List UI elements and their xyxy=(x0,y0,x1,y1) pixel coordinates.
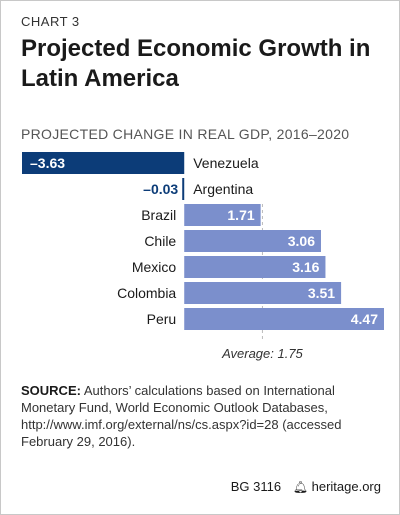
site-name: heritage.org xyxy=(311,479,381,494)
average-label: Average: 1.75 xyxy=(221,346,303,361)
bar-peru xyxy=(184,308,384,330)
publication-code: BG 3116 xyxy=(230,479,282,494)
value-label-venezuela: –3.63 xyxy=(30,155,65,171)
footer: BG 3116 🔔︎ heritage.org xyxy=(231,479,381,494)
source-text: Authors’ calculations based on Internati… xyxy=(21,383,342,449)
value-label-argentina: –0.03 xyxy=(143,181,178,197)
category-label-argentina: Argentina xyxy=(193,181,253,197)
chart-number: CHART 3 xyxy=(21,14,80,29)
bar-brazil xyxy=(184,204,261,226)
bar-chile xyxy=(184,230,321,252)
source-note: SOURCE: Authors’ calculations based on I… xyxy=(21,382,381,450)
source-label: SOURCE: xyxy=(21,383,81,398)
chart-title: Projected Economic Growth in Latin Ameri… xyxy=(21,35,371,92)
category-label-mexico: Mexico xyxy=(132,259,177,275)
category-label-peru: Peru xyxy=(147,311,177,327)
category-label-brazil: Brazil xyxy=(141,207,176,223)
value-label-peru: 4.47 xyxy=(351,311,378,327)
value-label-chile: 3.06 xyxy=(288,233,315,249)
category-label-venezuela: Venezuela xyxy=(193,155,259,171)
bar-venezuela xyxy=(22,152,185,174)
bell-icon: 🔔︎ xyxy=(292,480,308,494)
bar-colombia xyxy=(184,282,342,304)
chart-subtitle: PROJECTED CHANGE IN REAL GDP, 2016–2020 xyxy=(21,126,350,142)
value-label-colombia: 3.51 xyxy=(308,285,335,301)
value-label-mexico: 3.16 xyxy=(292,259,319,275)
bar-chart: Average: 1.75 –3.63 Venezuela –0.03 Argentin… xyxy=(22,152,384,361)
bar-mexico xyxy=(184,256,326,278)
bar-argentina xyxy=(182,178,185,200)
value-label-brazil: 1.71 xyxy=(227,207,254,223)
category-label-colombia: Colombia xyxy=(117,285,176,301)
category-label-chile: Chile xyxy=(144,233,176,249)
